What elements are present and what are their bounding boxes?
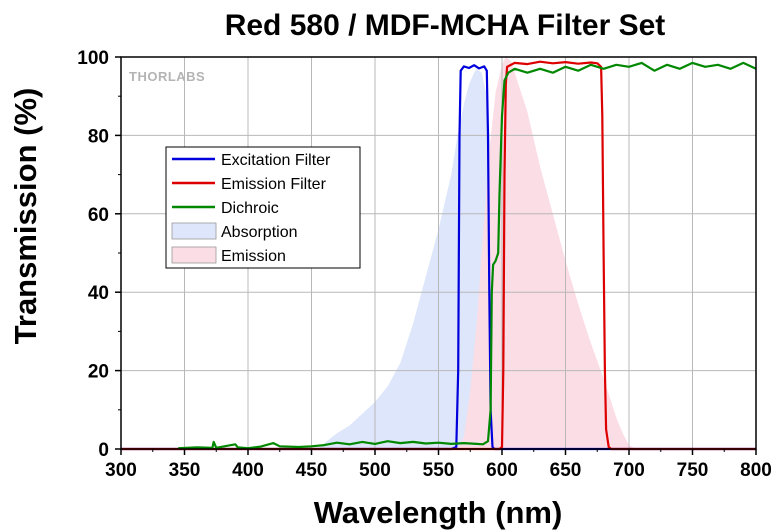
legend: Excitation Filter Emission Filter Dichroic… [165,146,361,269]
watermark-logo: THORLABS [129,69,205,84]
x-tick-label: 600 [486,460,518,481]
x-tick-label: 450 [296,460,328,481]
x-tick-label: 550 [423,460,455,481]
x-tick-label: 700 [613,460,645,481]
x-tick-label: 800 [740,460,772,481]
chart-title: Red 580 / MDF-MCHA Filter Set [225,9,666,42]
x-tick-label: 350 [169,460,201,481]
legend-label: Emission Filter [221,176,327,193]
y-tick-label: 40 [88,283,109,304]
area-series-layer [317,57,636,450]
x-tick-label: 500 [359,460,391,481]
y-axis-label: Transmission (%) [8,88,43,345]
legend-swatch-area [171,246,217,264]
legend-label: Excitation Filter [221,152,331,169]
area-absorption [317,68,518,450]
legend-label: Emission [221,248,286,265]
line-dichroic [178,61,757,450]
y-tick-label: 80 [88,126,109,147]
x-tick-label: 300 [105,460,137,481]
y-tick-label: 100 [77,48,109,69]
x-axis-label: Wavelength (nm) [314,495,563,530]
y-tick-label: 60 [88,205,109,226]
legend-label: Absorption [221,224,298,241]
x-tick-label: 400 [232,460,264,481]
y-tick-label: 20 [88,362,109,383]
y-tick-label: 0 [98,440,109,461]
legend-label: Dichroic [221,200,279,217]
legend-swatch-area [171,222,217,240]
x-tick-label: 650 [550,460,582,481]
x-tick-label: 750 [677,460,709,481]
axis-ticks: 300 350 400 450 500 550 600 650 700 750 800 0 20 40 60… [77,48,772,481]
line-emission-filter [121,60,756,451]
line-series-layer [121,60,757,451]
